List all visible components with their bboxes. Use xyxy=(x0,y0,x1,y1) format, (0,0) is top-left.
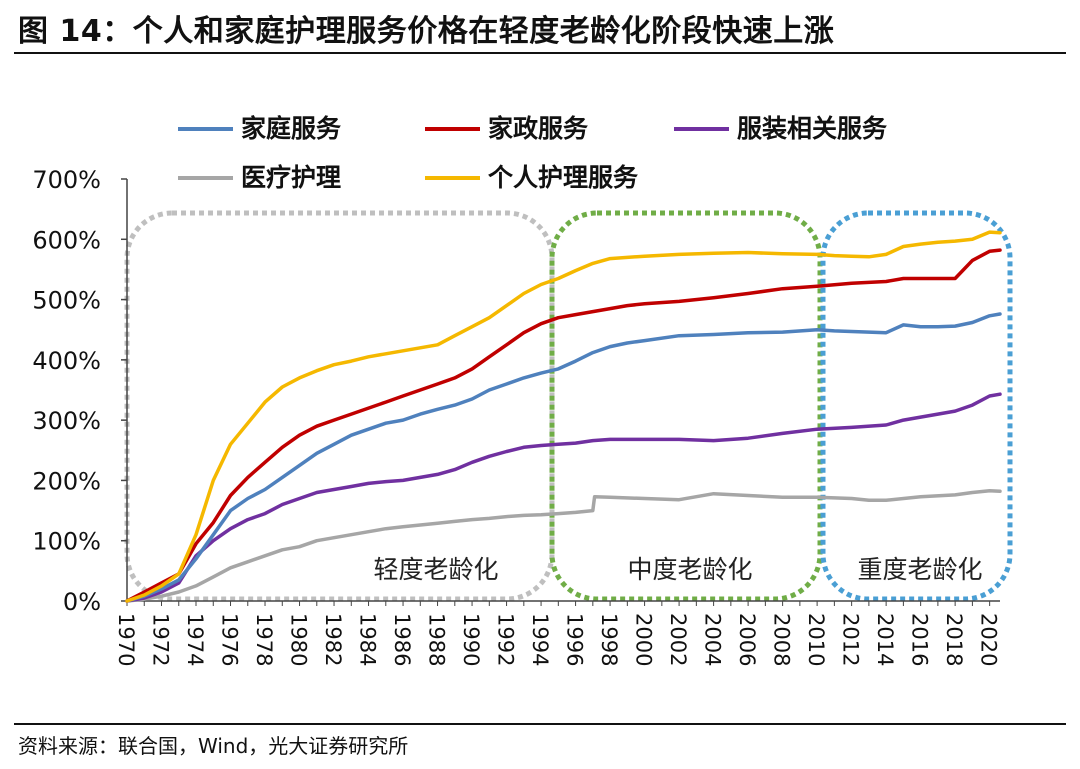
x-tick-label: 2008 xyxy=(770,613,794,666)
legend-label-2: 家政服务 xyxy=(488,114,588,143)
x-tick-label: 1990 xyxy=(459,613,483,666)
x-tick-label: 2002 xyxy=(666,613,690,666)
x-tick-label: 1982 xyxy=(321,613,345,666)
y-tick-label: 0% xyxy=(63,588,101,616)
zone-label-3: 重度老龄化 xyxy=(857,555,982,584)
x-tick-label: 1972 xyxy=(149,613,173,666)
x-tick-label: 2010 xyxy=(804,613,828,666)
legend-label-3: 服装相关服务 xyxy=(737,114,887,143)
zone-box-3 xyxy=(820,210,1013,602)
zone-box-2 xyxy=(549,210,823,602)
x-tick-label: 2018 xyxy=(942,613,966,666)
y-tick-label: 500% xyxy=(32,287,101,315)
x-tick-label: 2000 xyxy=(632,613,656,666)
legend-label-1: 家庭服务 xyxy=(241,114,341,143)
x-tick-label: 1992 xyxy=(494,613,518,666)
x-tick-label: 1988 xyxy=(425,613,449,666)
y-tick-label: 400% xyxy=(32,347,101,375)
series-line-1 xyxy=(125,312,1002,603)
x-tick-label: 2020 xyxy=(977,613,1001,666)
series-line-3 xyxy=(125,392,1002,603)
source-note: 资料来源：联合国，Wind，光大证券研究所 xyxy=(18,734,409,758)
x-tick-label: 1998 xyxy=(597,613,621,666)
y-tick-label: 700% xyxy=(32,166,101,194)
x-tick-label: 1980 xyxy=(287,613,311,666)
x-tick-label: 1986 xyxy=(390,613,414,666)
x-tick-label: 1976 xyxy=(218,613,242,666)
x-tick-label: 1994 xyxy=(528,613,552,666)
x-tick-label: 2012 xyxy=(839,613,863,666)
zone-label-1: 轻度老龄化 xyxy=(373,555,498,584)
x-tick-label: 1970 xyxy=(114,613,138,666)
title-divider xyxy=(14,52,1066,54)
x-tick-label: 1996 xyxy=(563,613,587,666)
footer-divider xyxy=(14,723,1066,725)
page-title: 图 14：个人和家庭护理服务价格在轻度老龄化阶段快速上涨 xyxy=(18,14,835,49)
x-tick-label: 2014 xyxy=(873,613,897,666)
chart-axes: 0% 100% 200% 300% 400% 500% 600% 700% 1970 1972 19… xyxy=(32,166,1000,666)
legend-label-4: 医疗护理 xyxy=(241,163,341,192)
series-lines xyxy=(125,230,1002,603)
series-line-5 xyxy=(125,230,1002,603)
series-line-4 xyxy=(125,488,1002,603)
y-tick-label: 200% xyxy=(32,467,101,495)
x-tick-label: 2004 xyxy=(701,613,725,666)
price-index-chart: 轻度老龄化 中度老龄化 重度老龄化 0% 100% 200% 300% 400% 500% 60… xyxy=(32,114,1013,666)
x-tick-label: 1974 xyxy=(183,613,207,666)
y-tick-label: 300% xyxy=(32,407,101,435)
y-tick-label: 100% xyxy=(32,528,101,556)
zone-label-2: 中度老龄化 xyxy=(627,555,752,584)
x-tick-label: 1978 xyxy=(252,613,276,666)
aging-stage-zones: 轻度老龄化 中度老龄化 重度老龄化 xyxy=(124,210,1013,602)
series-line-2 xyxy=(125,248,1002,603)
legend-label-5: 个人护理服务 xyxy=(488,163,638,192)
y-tick-label: 600% xyxy=(32,226,101,254)
x-tick-label: 1984 xyxy=(356,613,380,666)
zone-box-1 xyxy=(124,210,555,602)
x-tick-label: 2006 xyxy=(735,613,759,666)
x-tick-label: 2016 xyxy=(908,613,932,666)
